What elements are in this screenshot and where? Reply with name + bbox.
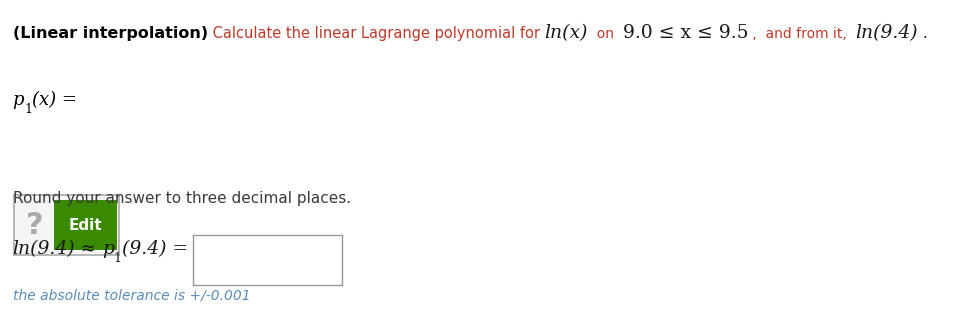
Text: p: p	[101, 240, 114, 258]
Text: on: on	[588, 27, 622, 41]
Text: (Linear interpolation): (Linear interpolation)	[13, 26, 207, 41]
Text: (9.4) =: (9.4) =	[122, 240, 188, 258]
Text: ≈: ≈	[75, 240, 101, 258]
Text: 1: 1	[114, 251, 122, 264]
Text: ln(9.4): ln(9.4)	[13, 240, 75, 258]
Text: (x) =: (x) =	[32, 91, 77, 109]
Text: ,  and from it,: , and from it,	[748, 27, 856, 41]
Text: 1: 1	[24, 102, 32, 115]
Text: Calculate the linear Lagrange polynomial for: Calculate the linear Lagrange polynomial…	[207, 26, 544, 41]
Text: ?: ?	[26, 210, 43, 240]
Text: the absolute tolerance is +/-0.001: the absolute tolerance is +/-0.001	[13, 288, 250, 302]
Text: ln(9.4): ln(9.4)	[856, 24, 919, 42]
Text: .: .	[919, 26, 928, 41]
Text: p: p	[13, 91, 24, 109]
Text: Edit: Edit	[69, 217, 102, 232]
Text: ln(x): ln(x)	[544, 24, 588, 42]
Text: Round your answer to three decimal places.: Round your answer to three decimal place…	[13, 191, 350, 206]
Text: 9.0 ≤ x ≤ 9.5: 9.0 ≤ x ≤ 9.5	[622, 24, 748, 42]
